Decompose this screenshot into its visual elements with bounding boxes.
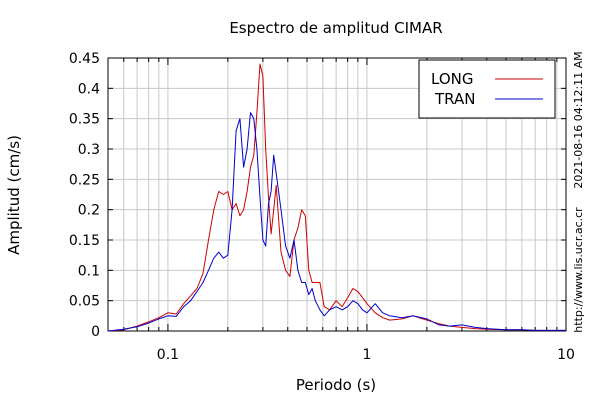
y-tick-label: 0.05 <box>69 294 100 310</box>
chart-title: Espectro de amplitud CIMAR <box>229 19 442 37</box>
y-axis-title: Amplitud (cm/s) <box>5 135 23 255</box>
y-tick-labels: 0 0.05 0.1 0.15 0.2 0.25 0.3 0.35 0.4 0.45 <box>69 51 100 340</box>
legend-box <box>418 59 556 119</box>
series-line-tran <box>107 112 566 332</box>
timestamp-annotation: 2021-08-16 04:12:11 AM <box>572 51 585 188</box>
y-tick-label: 0.3 <box>78 142 100 158</box>
y-tick-label: 0.45 <box>69 51 100 67</box>
legend-label-long: LONG <box>431 70 473 88</box>
y-tick-label: 0.25 <box>69 172 100 188</box>
x-axis-title: Periodo (s) <box>296 376 376 394</box>
legend: LONG TRAN <box>418 59 556 119</box>
plot-frame <box>107 57 567 332</box>
y-tick-label: 0.15 <box>69 233 100 249</box>
series-group <box>107 63 566 332</box>
x-tick-label: 0.1 <box>157 347 179 363</box>
source-url-annotation: http://www.lis.ucr.ac.cr <box>572 207 585 333</box>
x-tick-label: 10 <box>557 347 575 363</box>
x-tick-labels: 0.1 1 10 <box>157 347 575 363</box>
x-tick-label: 1 <box>362 347 371 363</box>
y-tick-label: 0.35 <box>69 112 100 128</box>
y-tick-label: 0 <box>91 324 100 340</box>
y-tick-label: 0.2 <box>78 203 100 219</box>
legend-label-tran: TRAN <box>434 90 475 108</box>
y-tick-label: 0.4 <box>78 81 100 97</box>
y-tick-label: 0.1 <box>78 263 100 279</box>
